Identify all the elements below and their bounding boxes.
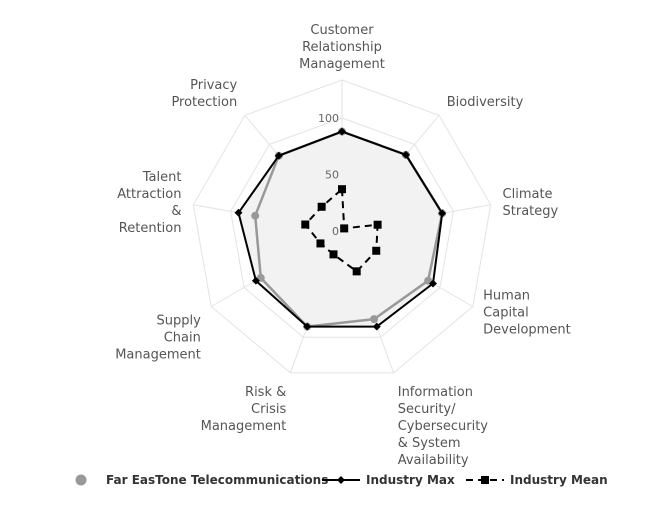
industry-mean-point — [352, 267, 361, 276]
industry-mean-point — [316, 239, 325, 248]
axis-label-line: Biodiversity — [447, 95, 524, 110]
series-layer — [234, 127, 447, 331]
axis-label-line: Strategy — [503, 204, 559, 219]
axis-label-line: Management — [201, 419, 287, 434]
legend-far-eastone-marker — [75, 474, 87, 486]
axis-label-2: Climate Strategy — [503, 187, 559, 219]
axis-label-line: Crisis — [251, 402, 286, 417]
axis-label-line: Capital — [483, 306, 529, 321]
axis-label-line: Development — [483, 323, 571, 338]
industry-max-point — [438, 209, 447, 218]
axis-label-line: Talent — [142, 170, 182, 185]
industry-mean-point — [301, 220, 310, 229]
r-tick-label: 0 — [332, 225, 339, 238]
series-line-2 — [304, 188, 379, 273]
industry-mean-point — [317, 202, 326, 211]
axis-label-line: Cybersecurity — [398, 419, 489, 434]
axis-label-line: Security/ — [398, 402, 456, 417]
axis-label-line: & — [171, 204, 181, 219]
industry-max-point — [401, 150, 410, 159]
far-eastone-point — [251, 211, 260, 220]
axis-label-5: Risk & Crisis Management — [201, 385, 287, 434]
industry-mean-point — [329, 250, 338, 259]
industry-max-point — [372, 322, 381, 331]
radial-tick-labels: 0 50 100 — [318, 112, 339, 238]
grid-ring-2 — [192, 79, 492, 374]
industry-max-point — [338, 127, 346, 136]
axis-label-line: Management — [299, 57, 385, 72]
industry-max-point — [274, 151, 283, 160]
far-eastone-point — [370, 315, 379, 324]
axis-label-line: Protection — [171, 95, 237, 110]
axis-labels: Customer Relationship Management Biodiversi… — [115, 23, 570, 468]
axis-label-line: & System — [398, 436, 461, 451]
axis-label-line: Customer — [310, 23, 374, 38]
axis-label-6: Supply Chain Management — [115, 314, 201, 363]
axis-label-8: Privacy Protection — [171, 78, 237, 110]
industry-mean-point — [373, 220, 382, 229]
legend-max-marker — [337, 476, 345, 484]
industry-max-point — [429, 279, 437, 288]
axis-label-1: Biodiversity — [447, 95, 524, 110]
industry-max-point — [234, 208, 243, 217]
axis-label-line: Supply — [157, 314, 202, 329]
axis-label-7: Talent Attraction & Retention — [117, 170, 181, 236]
axis-label-0: Customer Relationship Management — [299, 23, 385, 72]
industry-mean-point — [372, 246, 381, 255]
axis-label-line: Climate — [503, 187, 553, 202]
axis-label-line: Human — [483, 289, 530, 304]
industry-mean-point — [340, 224, 349, 233]
axis-label-3: Human Capital Development — [483, 289, 571, 338]
series-line-1 — [237, 130, 444, 328]
axis-label-line: Information — [398, 385, 473, 400]
axis-label-line: Management — [115, 348, 201, 363]
r-tick-label: 50 — [325, 169, 339, 182]
industry-mean-point — [338, 185, 346, 194]
axis-label-line: Relationship — [302, 40, 382, 55]
r-tick-label: 100 — [318, 112, 339, 125]
legend-max-label: Industry Max — [366, 473, 455, 487]
axis-label-line: Privacy — [190, 78, 237, 93]
axis-label-line: Chain — [164, 331, 201, 346]
grid-ring-1 — [230, 117, 454, 338]
industry-max-point — [251, 276, 260, 285]
legend-mean-label: Industry Mean — [510, 473, 608, 487]
legend: Far EasTone Telecommunications Industry M… — [75, 473, 608, 487]
axis-label-4: Information Security/Cybersecurity & Syste… — [398, 385, 489, 468]
axis-label-line: Attraction — [117, 187, 181, 202]
industry-max-point — [303, 322, 312, 331]
legend-mean-marker — [481, 476, 489, 484]
axis-label-line: Retention — [119, 221, 182, 236]
axis-label-line: Availability — [398, 453, 469, 468]
axis-label-line: Risk & — [245, 385, 286, 400]
legend-far-eastone-label: Far EasTone Telecommunications — [106, 473, 328, 487]
